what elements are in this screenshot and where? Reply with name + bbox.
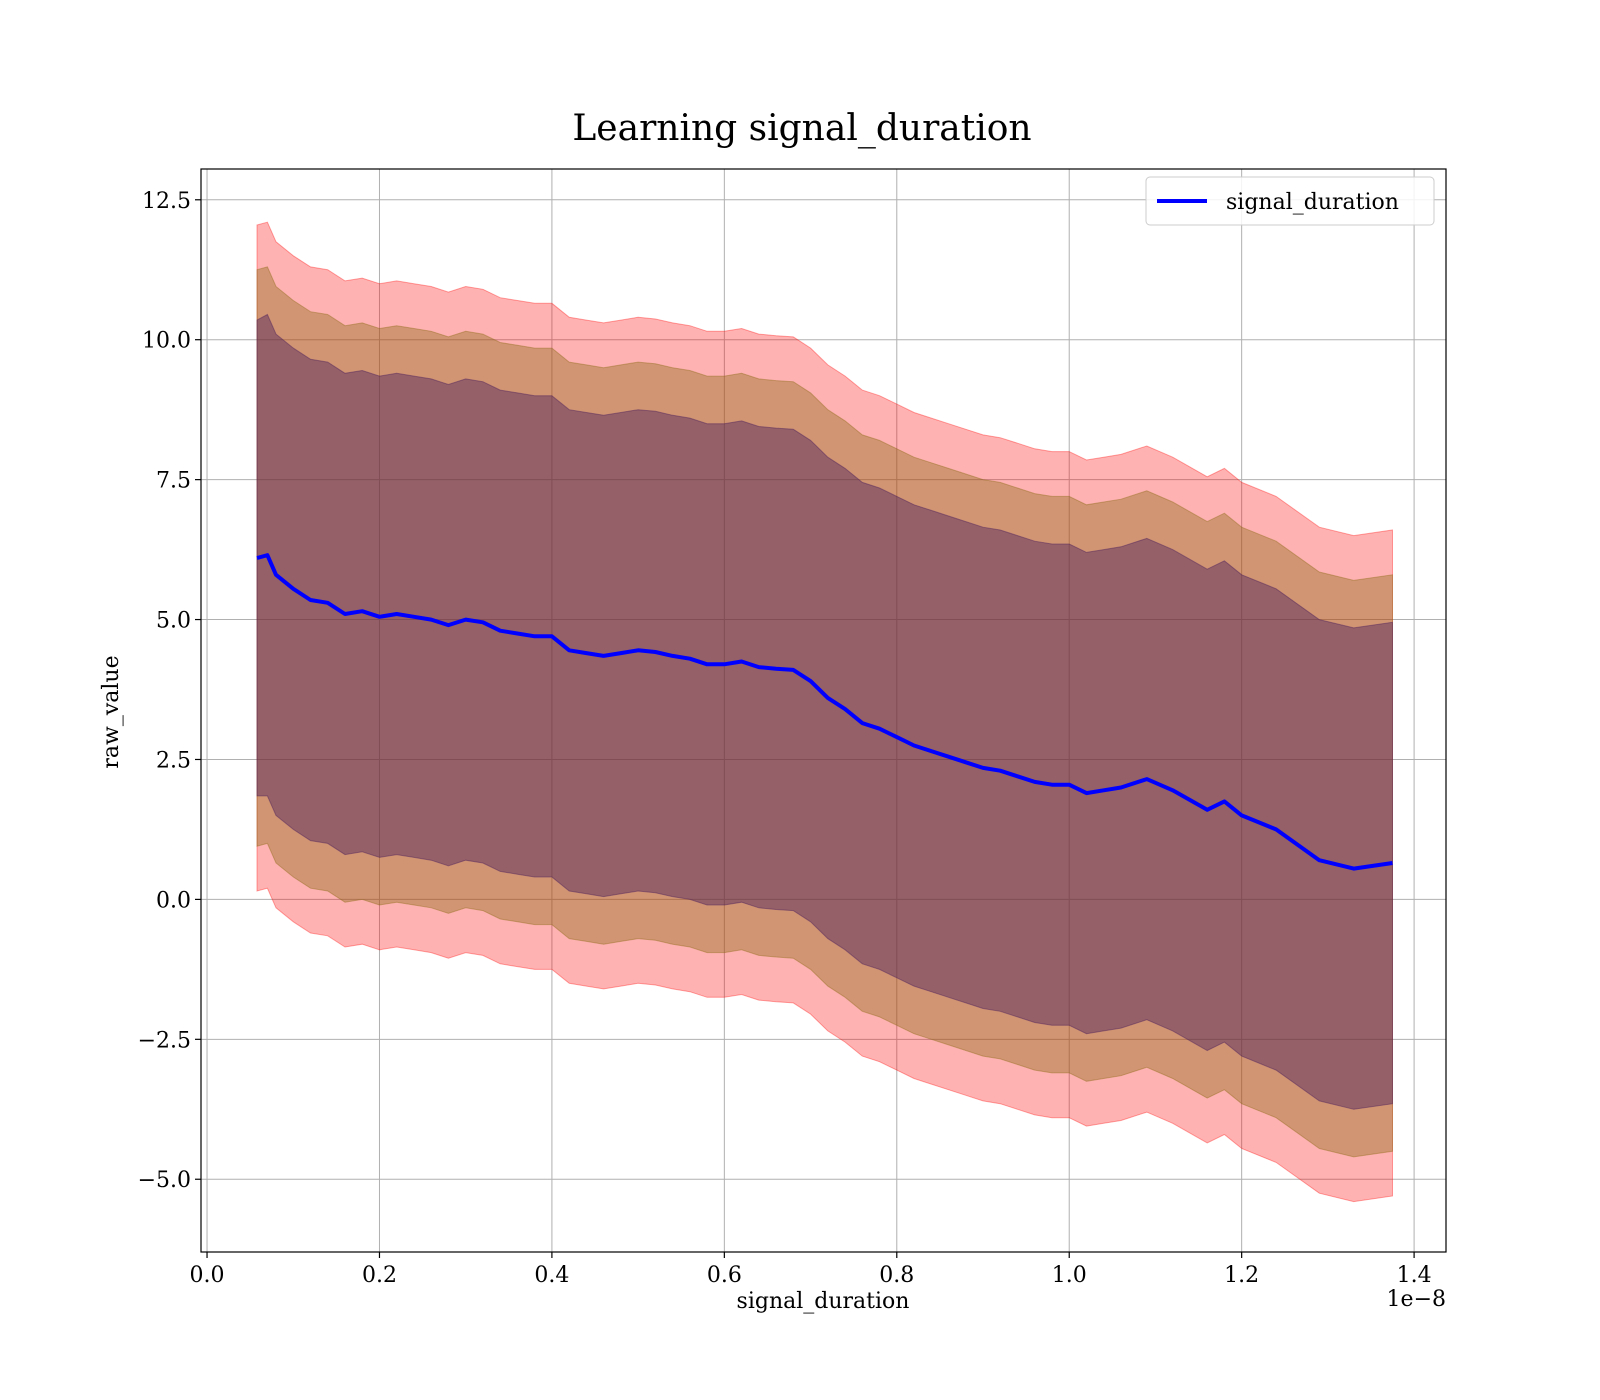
y-axis-label: raw_value (99, 655, 124, 768)
y-tick-label: 0.0 (156, 888, 191, 913)
middle-band (256, 266, 1393, 1158)
x-tick-label: 0.8 (879, 1263, 914, 1288)
grid (201, 169, 1446, 1252)
x-axis-offset-label: 1e−8 (1387, 1287, 1446, 1312)
plot-frame (200, 168, 1447, 1253)
x-tick-label: 0.2 (362, 1263, 397, 1288)
confidence-bands (256, 221, 1393, 1203)
y-tick-label: −2.5 (138, 1028, 191, 1053)
x-tick-label: 0.0 (190, 1263, 225, 1288)
y-tick-label: 5.0 (156, 609, 191, 634)
y-tick-label: −5.0 (138, 1168, 191, 1193)
chart-title: Learning signal_duration (572, 108, 1031, 149)
x-axis-label: signal_duration (737, 1289, 910, 1314)
x-tick-label: 1.0 (1052, 1263, 1087, 1288)
series-line-signal-duration (256, 553, 1393, 871)
inner-band (256, 313, 1393, 1110)
legend-label: signal_duration (1226, 190, 1399, 215)
y-tick-label: 12.5 (142, 189, 191, 214)
y-tick-label: 7.5 (156, 469, 191, 494)
x-axis-ticks: 0.0 0.2 0.4 0.6 0.8 1.0 1.2 1.4 (190, 1252, 1432, 1288)
x-tick-label: 0.4 (534, 1263, 569, 1288)
y-axis-ticks: −5.0 −2.5 0.0 2.5 5.0 7.5 10.0 12.5 (138, 189, 201, 1193)
y-tick-label: 10.0 (142, 329, 191, 354)
x-tick-label: 0.6 (707, 1263, 742, 1288)
y-tick-label: 2.5 (156, 748, 191, 773)
legend: signal_duration (1145, 176, 1435, 226)
outer-band (256, 221, 1393, 1203)
x-tick-label: 1.4 (1397, 1263, 1432, 1288)
legend-box (1145, 176, 1435, 226)
x-tick-label: 1.2 (1224, 1263, 1259, 1288)
series-lines (256, 553, 1393, 871)
